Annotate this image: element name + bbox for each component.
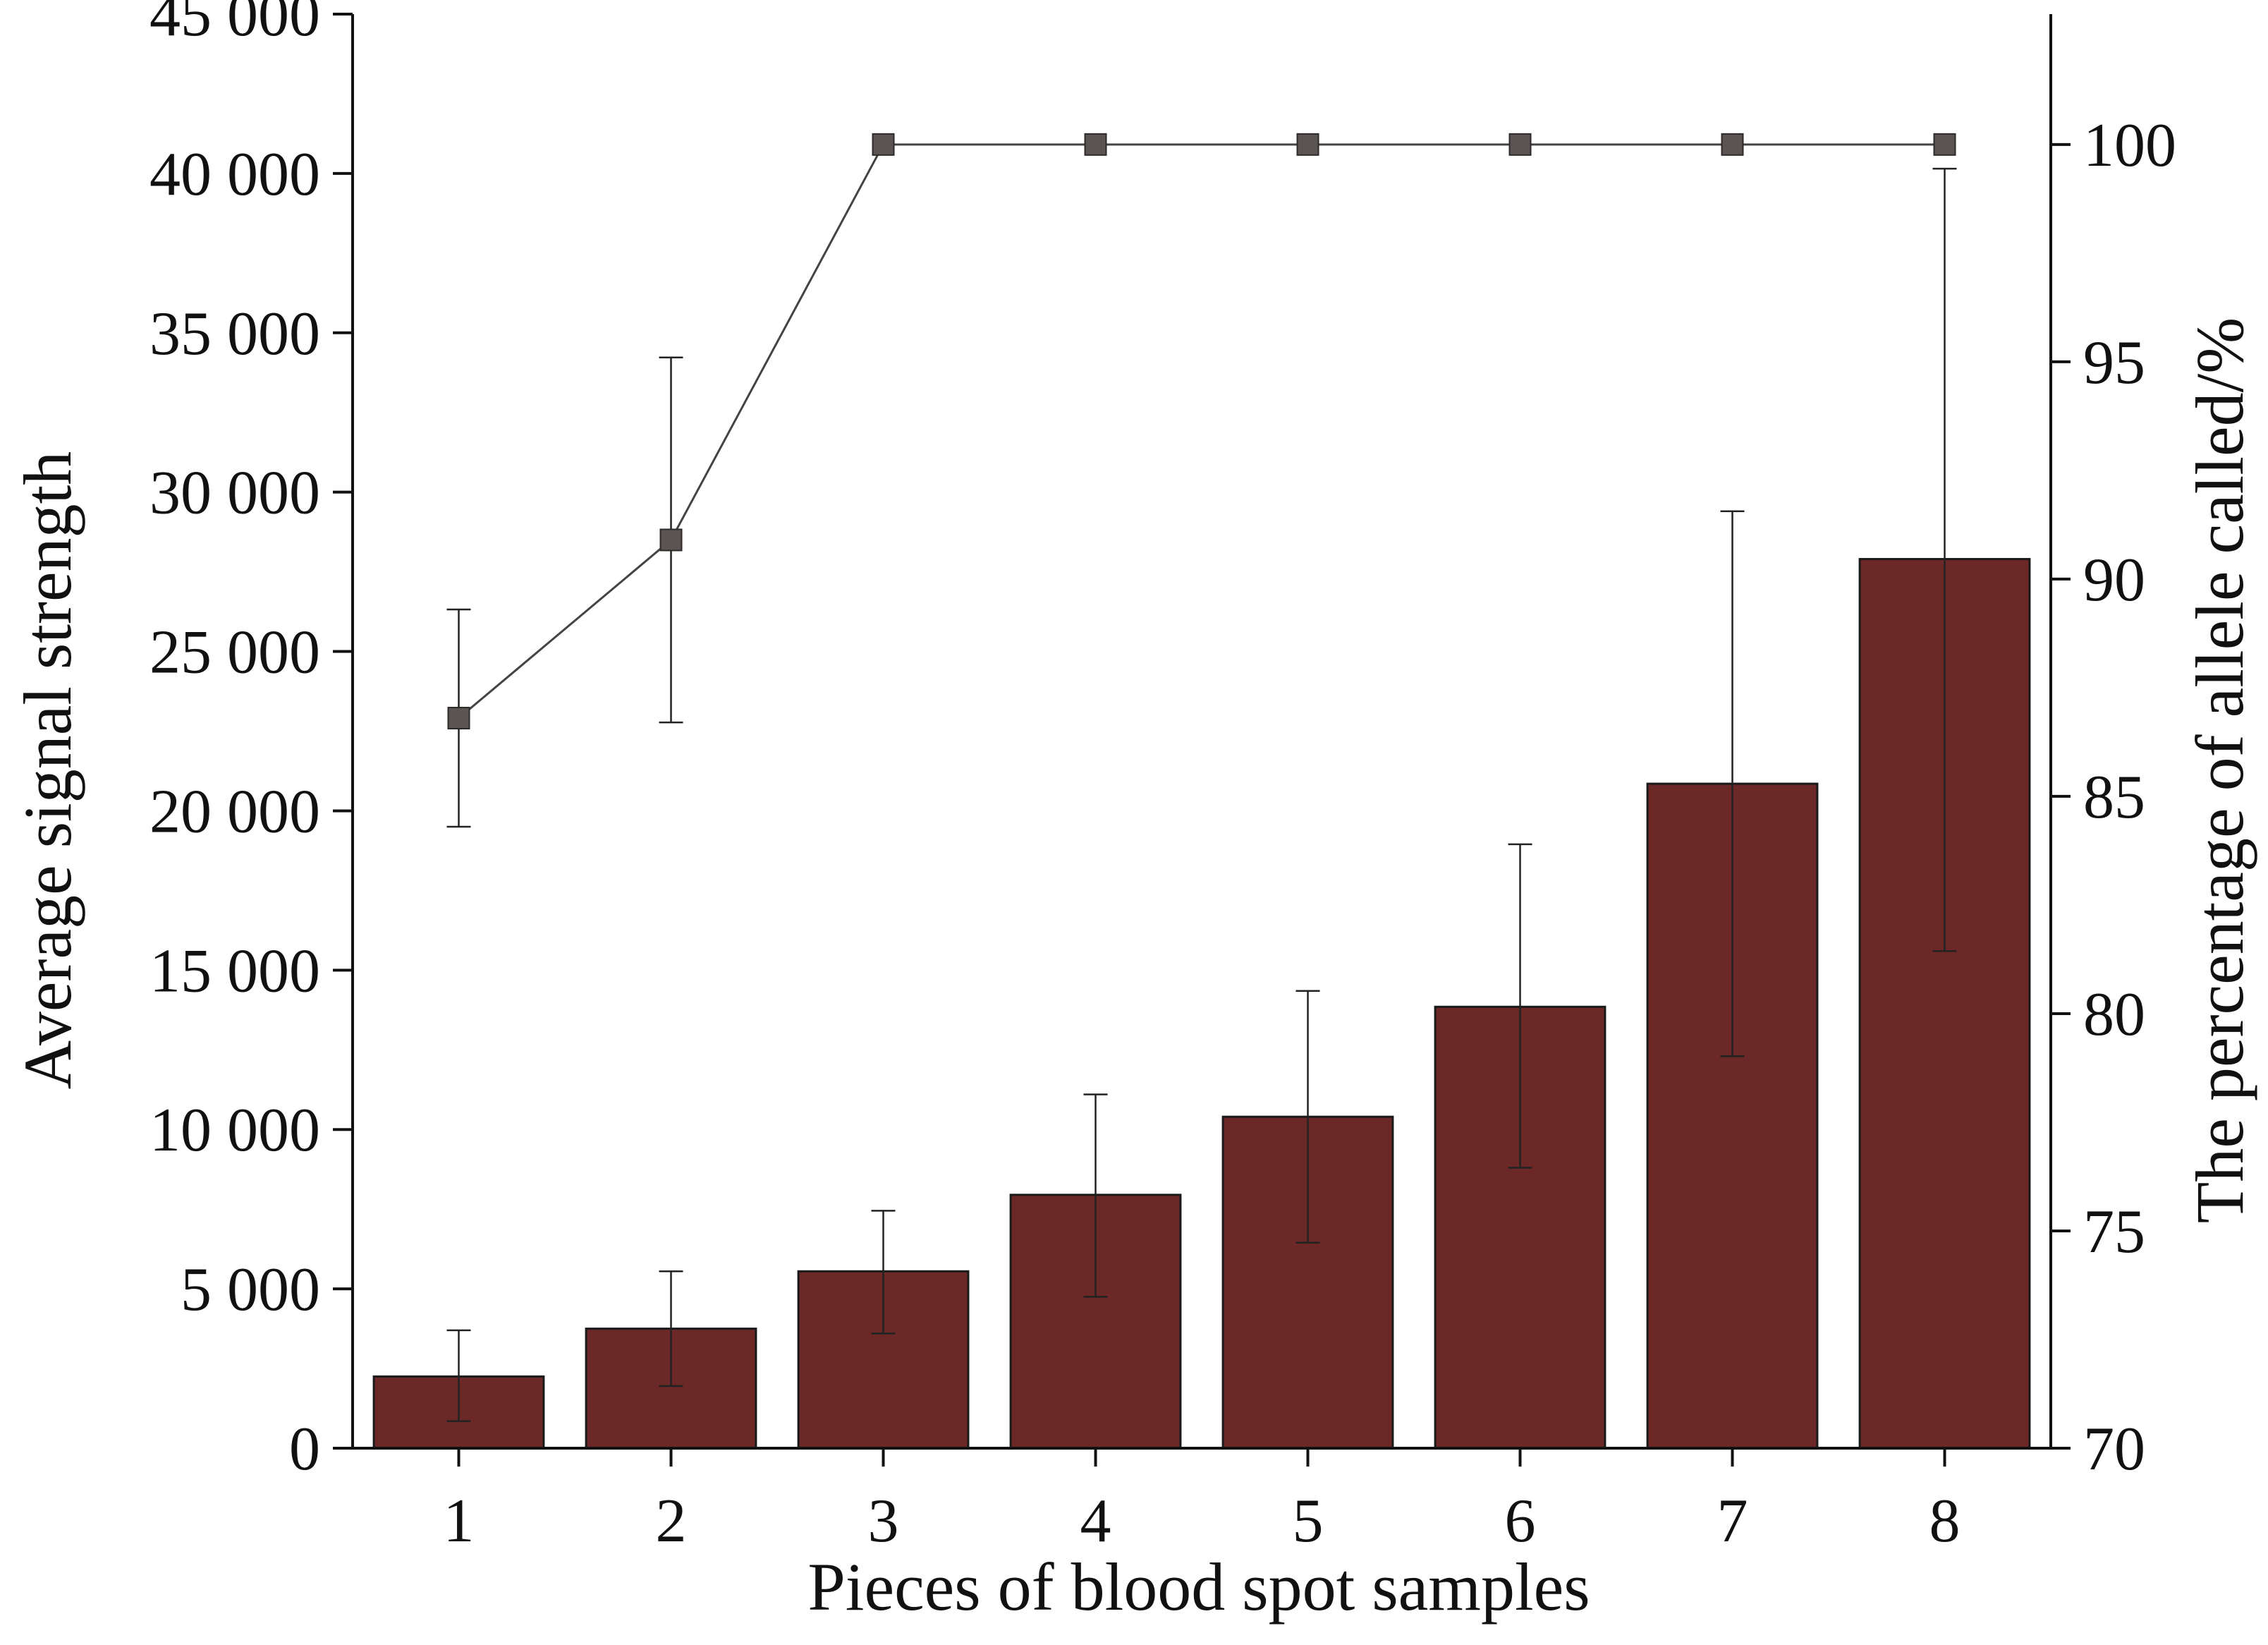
bar-error-3 xyxy=(871,1210,896,1335)
left-tick-label: 25 000 xyxy=(150,619,320,687)
right-tick-label: 75 xyxy=(2083,1198,2145,1266)
bar-error-6 xyxy=(1508,843,1532,1169)
bar-error-7 xyxy=(1720,510,1745,1057)
right-tick-label: 80 xyxy=(2083,981,2145,1049)
x-axis-ticks: 1 2 3 4 5 6 7 8 xyxy=(444,1448,1961,1555)
axes xyxy=(351,14,2052,1450)
allele-called-line xyxy=(458,143,1945,720)
left-tick-label: 30 000 xyxy=(150,459,320,528)
bar-error-bars xyxy=(446,167,1957,1422)
x-tick-label: 6 xyxy=(1505,1487,1536,1555)
right-tick-label: 100 xyxy=(2083,111,2176,180)
left-tick-label: 40 000 xyxy=(150,140,320,209)
left-tick-label: 10 000 xyxy=(150,1096,320,1165)
line-series xyxy=(458,143,1945,720)
left-axis-ticks: 0 5 000 10 000 15 000 20 000 25 000 30 000 35 0… xyxy=(150,0,353,1483)
line-point-2 xyxy=(659,528,683,552)
line-point-6 xyxy=(1508,133,1532,156)
line-point-5 xyxy=(1296,133,1319,156)
line-markers xyxy=(447,133,1956,730)
x-tick-label: 3 xyxy=(868,1487,899,1555)
bar-series xyxy=(372,558,2031,1450)
line-point-3 xyxy=(872,133,895,156)
left-tick-label: 0 xyxy=(289,1415,320,1483)
left-axis-title: Average signal strength xyxy=(10,451,85,1090)
x-tick-label: 8 xyxy=(1929,1487,1961,1555)
right-axis-ticks: 70 75 80 85 90 95 100 xyxy=(2051,111,2176,1483)
left-tick-label: 45 000 xyxy=(150,0,320,49)
x-axis-title: Pieces of blood spot samples xyxy=(807,1549,1590,1625)
left-tick-label: 35 000 xyxy=(150,300,320,368)
right-tick-label: 85 xyxy=(2083,763,2145,832)
line-point-7 xyxy=(1721,133,1744,156)
left-tick-label: 15 000 xyxy=(150,937,320,1005)
right-axis-title: The percentage of allele called/% xyxy=(2182,317,2257,1224)
right-tick-label: 90 xyxy=(2083,546,2145,614)
x-tick-label: 5 xyxy=(1293,1487,1324,1555)
x-tick-label: 2 xyxy=(656,1487,687,1555)
left-tick-label: 5 000 xyxy=(181,1256,320,1324)
line-point-1 xyxy=(447,707,470,730)
bar-error-1 xyxy=(446,1329,471,1422)
plot-area xyxy=(372,133,2031,1450)
right-tick-label: 70 xyxy=(2083,1415,2145,1483)
x-tick-label: 4 xyxy=(1080,1487,1111,1555)
x-tick-label: 7 xyxy=(1717,1487,1748,1555)
bar-error-2 xyxy=(659,1270,683,1388)
right-tick-label: 95 xyxy=(2083,329,2145,397)
line-error-bars xyxy=(446,356,683,828)
x-tick-label: 1 xyxy=(444,1487,475,1555)
bar-error-8 xyxy=(1932,167,1957,952)
bar-error-4 xyxy=(1083,1093,1108,1298)
left-tick-label: 20 000 xyxy=(150,777,320,846)
line-point-4 xyxy=(1084,133,1107,156)
line-point-8 xyxy=(1933,133,1956,156)
bar-error-5 xyxy=(1295,990,1320,1244)
